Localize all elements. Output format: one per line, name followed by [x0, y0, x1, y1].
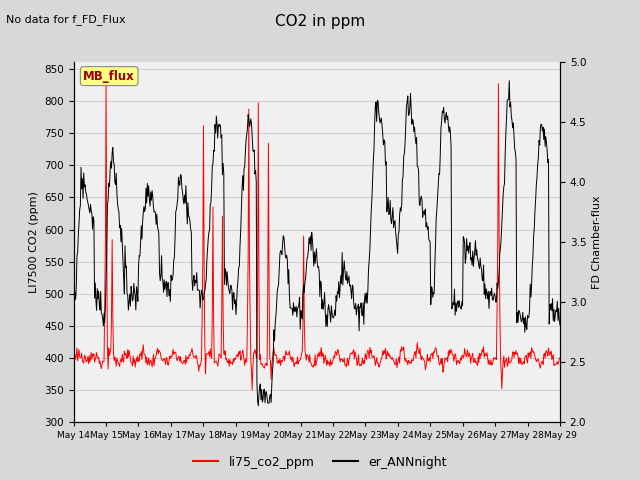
- Y-axis label: FD Chamber-flux: FD Chamber-flux: [592, 195, 602, 289]
- Text: CO2 in ppm: CO2 in ppm: [275, 14, 365, 29]
- Y-axis label: LI7500 CO2 (ppm): LI7500 CO2 (ppm): [29, 192, 38, 293]
- Text: MB_flux: MB_flux: [83, 70, 135, 83]
- Legend: li75_co2_ppm, er_ANNnight: li75_co2_ppm, er_ANNnight: [188, 451, 452, 474]
- Text: No data for f_FD_Flux: No data for f_FD_Flux: [6, 14, 126, 25]
